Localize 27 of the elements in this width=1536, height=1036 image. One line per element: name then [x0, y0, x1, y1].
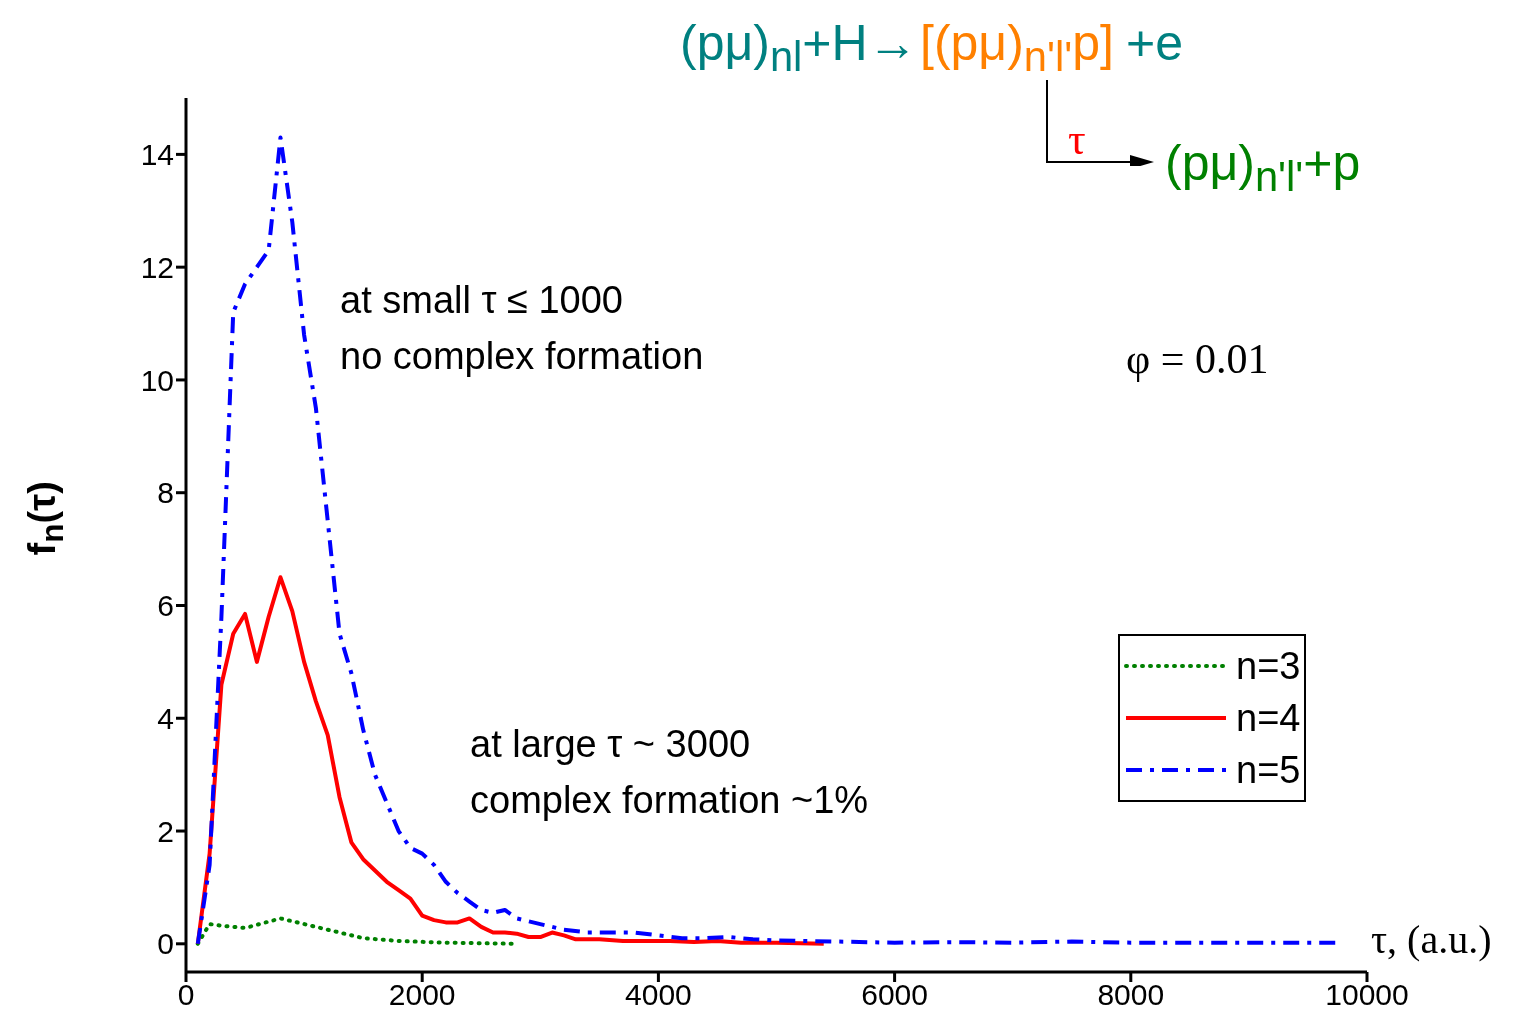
x-tick-label: 4000: [625, 978, 692, 1012]
text: +e: [1126, 15, 1184, 71]
text: (pμ)$_{nl}$+H→: [680, 15, 918, 80]
y-tick-label: 6: [157, 589, 174, 623]
x-tick-label: 2000: [388, 978, 456, 1012]
text: [(pμ)$_{n'l'}$p]: [920, 15, 1114, 80]
y-tick-label: 2: [157, 814, 174, 848]
annotation: at large τ ~ 3000: [470, 723, 751, 766]
legend-label: n=3: [1236, 644, 1301, 688]
y-tick-label: 10: [140, 363, 174, 397]
y-tick-label: 14: [140, 138, 174, 172]
x-tick-label: 6000: [861, 978, 928, 1012]
x-tick-label: 8000: [1097, 978, 1165, 1012]
annotation: at small τ ≤ 1000: [340, 279, 623, 322]
x-axis-title: τ, (a.u.): [1371, 915, 1492, 963]
annotation: τ: [1068, 115, 1086, 165]
y-tick-label: 4: [157, 701, 174, 735]
y-tick-label: 12: [140, 250, 174, 284]
y-tick-label: 8: [157, 476, 174, 510]
annotation: (pμ)$_{n'l'}$+p: [1165, 135, 1361, 200]
annotation: complex formation ~1%: [470, 779, 869, 822]
x-tick-label: 10000: [1325, 978, 1409, 1012]
y-tick-label: 0: [157, 927, 174, 961]
legend-label: n=5: [1236, 748, 1301, 792]
annotation: no complex formation: [340, 335, 704, 378]
annotation: φ = 0.01: [1126, 336, 1269, 383]
legend-label: n=4: [1236, 696, 1301, 740]
